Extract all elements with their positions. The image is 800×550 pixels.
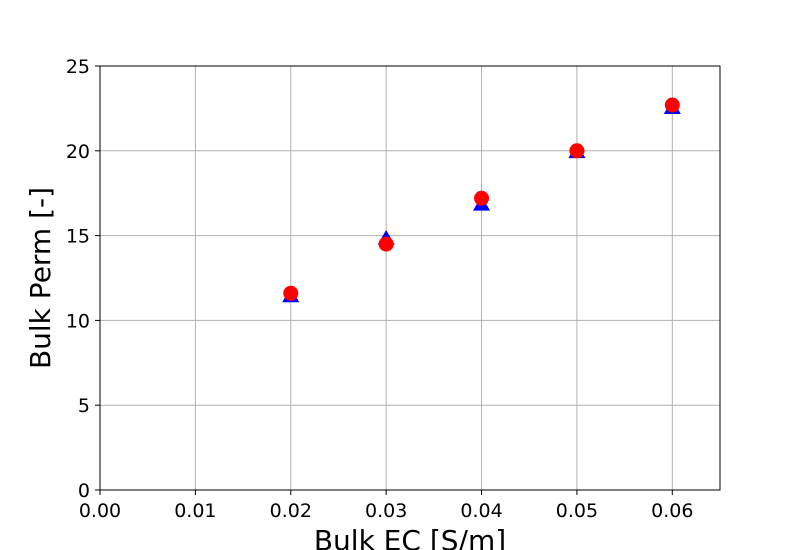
y-tick-label: 15 bbox=[66, 226, 90, 248]
x-tick-label: 0.02 bbox=[270, 500, 312, 522]
x-axis-label: Bulk EC [S/m] bbox=[314, 524, 506, 550]
circle-point bbox=[283, 285, 299, 301]
data-points bbox=[282, 97, 681, 303]
circle-point bbox=[378, 236, 394, 252]
circle-point bbox=[474, 190, 490, 206]
x-tick-label: 0.04 bbox=[460, 500, 502, 522]
y-tick-label: 5 bbox=[78, 395, 90, 417]
plot-frame bbox=[99, 65, 721, 491]
x-tick-label: 0.05 bbox=[556, 500, 598, 522]
x-tick-label: 0.03 bbox=[365, 500, 407, 522]
circle-point bbox=[569, 143, 585, 159]
grid-lines bbox=[99, 65, 720, 491]
x-tick-label: 0.01 bbox=[174, 500, 216, 522]
axis-ticks: 0.00 0.01 0.02 0.03 0.04 0.05 0.06 0 5 10 15 20 25 bbox=[66, 56, 694, 522]
y-tick-label: 10 bbox=[66, 310, 90, 332]
circle-point bbox=[664, 97, 680, 113]
y-tick-label: 0 bbox=[78, 480, 90, 502]
y-axis-label: Bulk Perm [-] bbox=[24, 187, 57, 369]
y-tick-label: 25 bbox=[66, 56, 90, 78]
x-tick-label: 0.00 bbox=[79, 500, 121, 522]
x-tick-label: 0.06 bbox=[651, 500, 693, 522]
y-tick-label: 20 bbox=[66, 141, 90, 163]
